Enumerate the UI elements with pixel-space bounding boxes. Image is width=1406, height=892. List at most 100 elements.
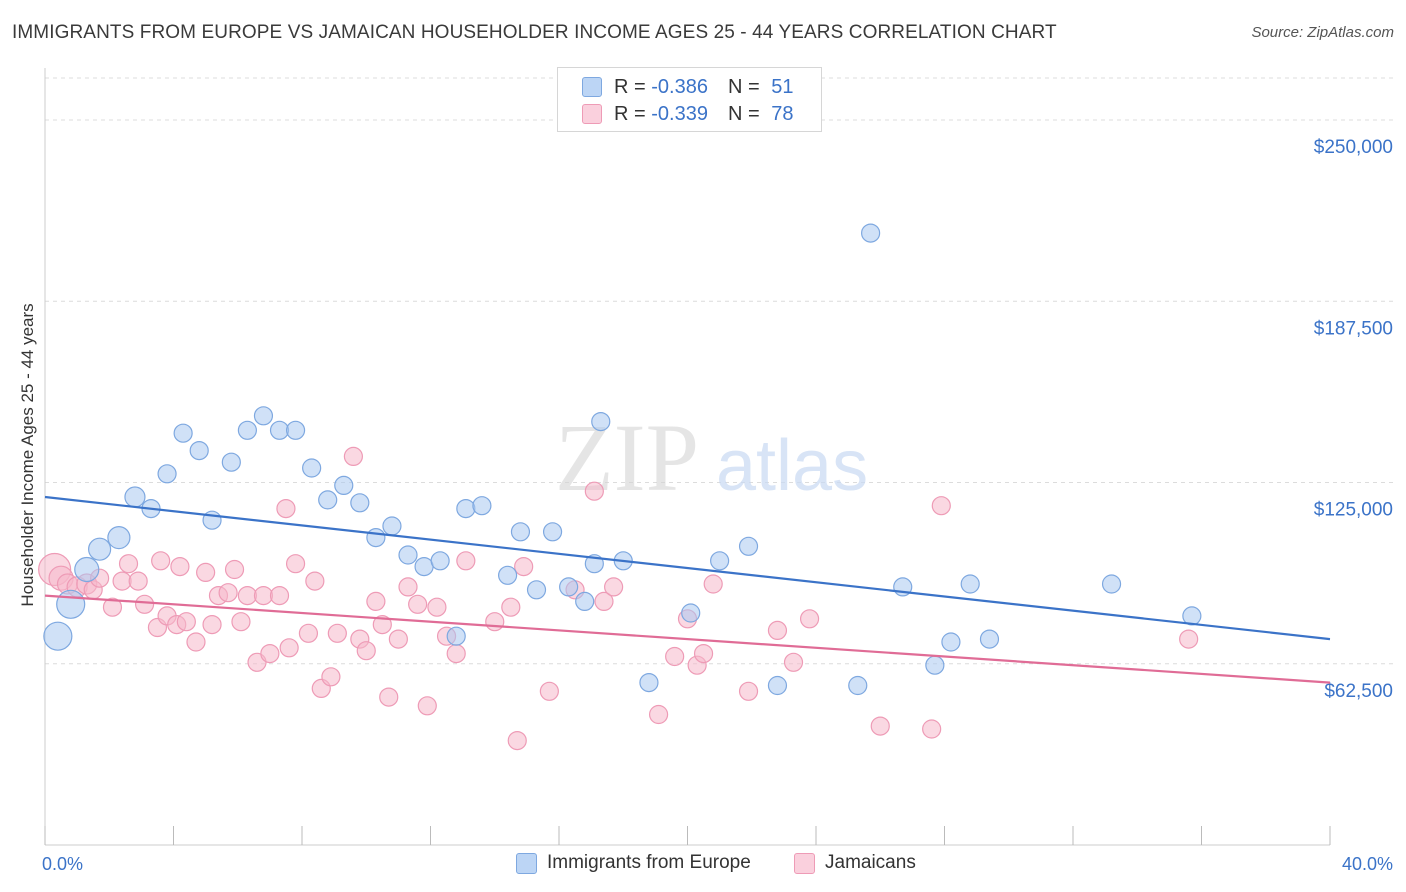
watermark-zip: ZIP	[555, 404, 699, 511]
data-point-jamaicans	[456, 551, 476, 571]
bottom-legend-europe: Immigrants from Europe	[516, 852, 751, 874]
data-point-jamaicans	[388, 629, 408, 649]
data-point-europe	[302, 458, 322, 478]
data-point-europe	[575, 591, 595, 612]
legend-n-label: N =	[727, 102, 766, 125]
data-point-jamaicans	[327, 623, 347, 643]
data-point-jamaicans	[485, 612, 505, 632]
data-point-jamaicans	[648, 704, 669, 725]
data-point-jamaicans	[305, 571, 325, 591]
data-point-jamaicans	[231, 612, 251, 632]
legend-swatch-jamaicans	[582, 104, 602, 124]
data-point-europe	[173, 423, 193, 443]
data-point-jamaicans	[446, 643, 466, 664]
data-point-jamaicans	[372, 614, 392, 635]
data-point-jamaicans	[298, 623, 319, 643]
trend-line-europe	[44, 495, 1331, 641]
data-point-europe	[382, 516, 402, 536]
data-point-jamaicans	[1179, 629, 1199, 649]
x-tick-label: 40.0%	[1342, 854, 1393, 874]
bottom-legend-swatch-europe	[516, 852, 537, 874]
data-point-jamaicans	[398, 577, 418, 597]
data-point-jamaicans	[321, 667, 341, 687]
data-point-europe	[526, 580, 547, 600]
data-point-jamaicans	[703, 574, 723, 594]
data-point-jamaicans	[112, 571, 132, 591]
data-point-jamaicans	[594, 591, 614, 612]
data-point-europe	[253, 406, 274, 426]
data-point-jamaicans	[584, 481, 604, 501]
data-point-jamaicans	[501, 597, 521, 617]
data-point-europe	[510, 522, 531, 542]
data-point-europe	[124, 486, 146, 508]
data-point-europe	[767, 675, 788, 696]
data-point-jamaicans	[224, 559, 245, 580]
y-tick-label: $250,000	[1314, 137, 1393, 158]
legend-row-europe: R = -0.386 N = 51	[582, 75, 793, 99]
bottom-legend-jamaicans: Jamaicans	[794, 852, 916, 874]
y-tick-label: $187,500	[1314, 318, 1393, 339]
data-point-jamaicans	[427, 597, 447, 617]
data-point-jamaicans	[237, 585, 257, 606]
data-point-europe	[591, 412, 611, 432]
source-label: Source: ZipAtlas.com	[1251, 24, 1394, 41]
data-point-jamaicans	[539, 681, 559, 701]
data-point-jamaicans	[196, 562, 216, 583]
data-point-jamaicans	[128, 571, 148, 591]
data-point-jamaicans	[276, 499, 296, 519]
data-point-jamaicans	[408, 594, 428, 614]
data-point-jamaicans	[170, 556, 190, 577]
data-point-europe	[74, 556, 100, 583]
legend-n-label: N =	[727, 75, 766, 98]
data-point-jamaicans	[799, 609, 820, 629]
data-point-jamaicans	[417, 696, 437, 716]
legend-n-value: 51	[771, 75, 794, 98]
data-point-europe	[446, 626, 466, 646]
data-point-europe	[848, 675, 868, 696]
data-point-europe	[157, 464, 177, 484]
data-point-jamaicans	[134, 594, 155, 614]
data-point-jamaicans	[507, 730, 527, 751]
data-point-jamaicans	[176, 612, 196, 632]
bottom-legend-swatch-jamaicans	[794, 852, 815, 874]
bottom-legend-label-europe: Immigrants from Europe	[547, 852, 751, 873]
legend-swatch-europe	[582, 77, 602, 97]
data-point-europe	[237, 420, 257, 440]
data-point-jamaicans	[738, 681, 759, 701]
data-point-jamaicans	[870, 716, 890, 736]
data-point-jamaicans	[379, 687, 399, 707]
data-point-europe	[472, 496, 492, 516]
chart-title: IMMIGRANTS FROM EUROPE VS JAMAICAN HOUSE…	[12, 22, 1057, 43]
data-point-europe	[979, 629, 1000, 649]
data-point-jamaicans	[118, 554, 139, 574]
data-point-europe	[960, 574, 980, 594]
y-tick-label: $62,500	[1324, 681, 1393, 702]
data-point-europe	[350, 493, 370, 513]
data-point-europe	[318, 490, 338, 510]
data-point-jamaicans	[931, 496, 951, 516]
data-point-europe	[498, 565, 518, 585]
data-point-europe	[56, 589, 86, 619]
data-point-jamaicans	[783, 652, 804, 672]
data-point-europe	[456, 499, 476, 519]
data-point-europe	[43, 621, 73, 651]
data-point-jamaicans	[343, 446, 363, 466]
legend-r-value: -0.386	[651, 75, 708, 98]
data-point-europe	[925, 655, 945, 675]
data-point-europe	[559, 577, 579, 597]
data-point-europe	[189, 441, 209, 461]
correlation-legend: R = -0.386 N = 51 R = -0.339 N = 78	[557, 67, 822, 132]
data-point-jamaicans	[102, 597, 123, 617]
data-point-europe	[681, 603, 701, 623]
data-point-jamaicans	[922, 719, 942, 739]
data-point-jamaicans	[253, 585, 274, 606]
data-point-europe	[398, 545, 418, 565]
legend-n-value: 78	[771, 102, 794, 125]
legend-r-label: R =	[614, 102, 652, 125]
legend-r-label: R =	[614, 75, 652, 98]
data-point-jamaicans	[202, 614, 222, 635]
data-point-jamaicans	[186, 632, 206, 652]
data-point-europe	[941, 632, 961, 652]
data-point-jamaicans	[356, 641, 376, 661]
data-point-jamaicans	[665, 646, 685, 667]
